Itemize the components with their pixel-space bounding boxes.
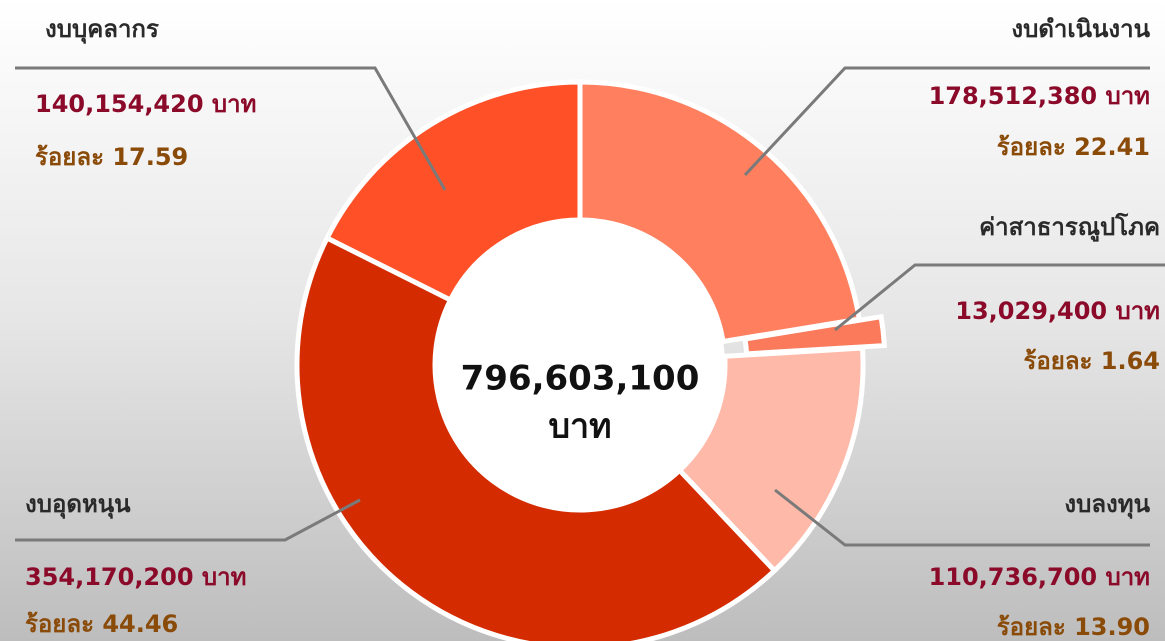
leader-line <box>743 66 1150 177</box>
percent-label: ร้อยละ 13.90 <box>997 613 1150 641</box>
donut-hole <box>435 220 725 510</box>
value-label: 140,154,420 บาท <box>35 90 256 118</box>
category-label: งบดำเนินงาน <box>1011 15 1150 43</box>
category-label: งบบุคลากร <box>45 15 159 45</box>
category-label: งบลงทุน <box>1064 490 1150 520</box>
leader-line <box>834 263 1165 332</box>
percent-label: ร้อยละ 17.59 <box>35 143 188 171</box>
category-label: ค่าสาธารณูปโภค <box>979 212 1160 242</box>
value-label: 354,170,200 บาท <box>25 563 246 591</box>
percent-label: ร้อยละ 22.41 <box>997 133 1150 161</box>
percent-label: ร้อยละ 1.64 <box>1023 347 1160 375</box>
value-label: 110,736,700 บาท <box>929 563 1150 591</box>
category-label: งบอุดหนุน <box>25 490 131 520</box>
leader-line <box>15 498 361 542</box>
percent-label: ร้อยละ 44.46 <box>25 610 178 638</box>
leader-line <box>774 488 1150 547</box>
center-unit: บาท <box>548 407 611 447</box>
leader-line <box>15 66 447 191</box>
value-label: 178,512,380 บาท <box>929 82 1150 110</box>
value-label: 13,029,400 บาท <box>955 297 1160 325</box>
center-total: 796,603,100 <box>461 359 700 399</box>
